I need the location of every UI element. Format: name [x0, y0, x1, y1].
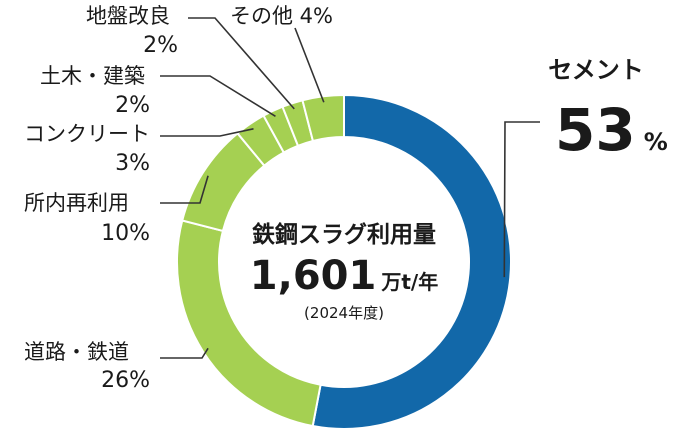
label-unit-0: %	[644, 128, 668, 156]
leader-line-5	[188, 17, 295, 110]
leader-line-4	[160, 75, 276, 118]
label-6: その他 4%	[230, 4, 333, 28]
leader-line-1	[160, 347, 209, 359]
label-value-2: 10%	[101, 221, 150, 246]
label-name-4: 土木・建築	[40, 64, 145, 88]
center-title: 鉄鋼スラグ利用量	[252, 221, 436, 248]
donut-slices	[176, 93, 512, 430]
label-name-0: セメント	[548, 56, 644, 84]
label-value-4: 2%	[115, 93, 150, 118]
slice-0	[311, 93, 512, 430]
label-value-5: 2%	[143, 33, 178, 58]
center-note: (2024年度)	[304, 304, 384, 322]
slice-1	[176, 219, 322, 428]
slice-labels: セメント 53 % 道路・鉄道 26% 所内再利用 10% コンクリート 3% 土木・建築 2% 地盤…	[24, 4, 668, 393]
center-total: 1,601 万t/年	[250, 253, 438, 299]
label-name-5: 地盤改良	[86, 4, 170, 28]
leader-line-2	[160, 175, 209, 204]
center-total-value: 1,601	[250, 253, 377, 299]
label-value-3: 3%	[115, 151, 150, 176]
center-label: 鉄鋼スラグ利用量 1,601 万t/年 (2024年度)	[250, 221, 438, 322]
center-total-unit: 万t/年	[380, 270, 438, 294]
slice-6	[301, 93, 345, 143]
label-name-1: 道路・鉄道	[24, 340, 129, 364]
label-name-2: 所内再利用	[24, 191, 129, 215]
leader-line-0	[503, 121, 540, 278]
leader-line-6	[294, 27, 325, 103]
label-name-3: コンクリート	[24, 122, 150, 146]
label-value-1: 26%	[101, 368, 150, 393]
leader-lines	[160, 17, 540, 359]
leader-line-3	[160, 128, 254, 137]
label-value-0: 53%	[555, 96, 668, 164]
